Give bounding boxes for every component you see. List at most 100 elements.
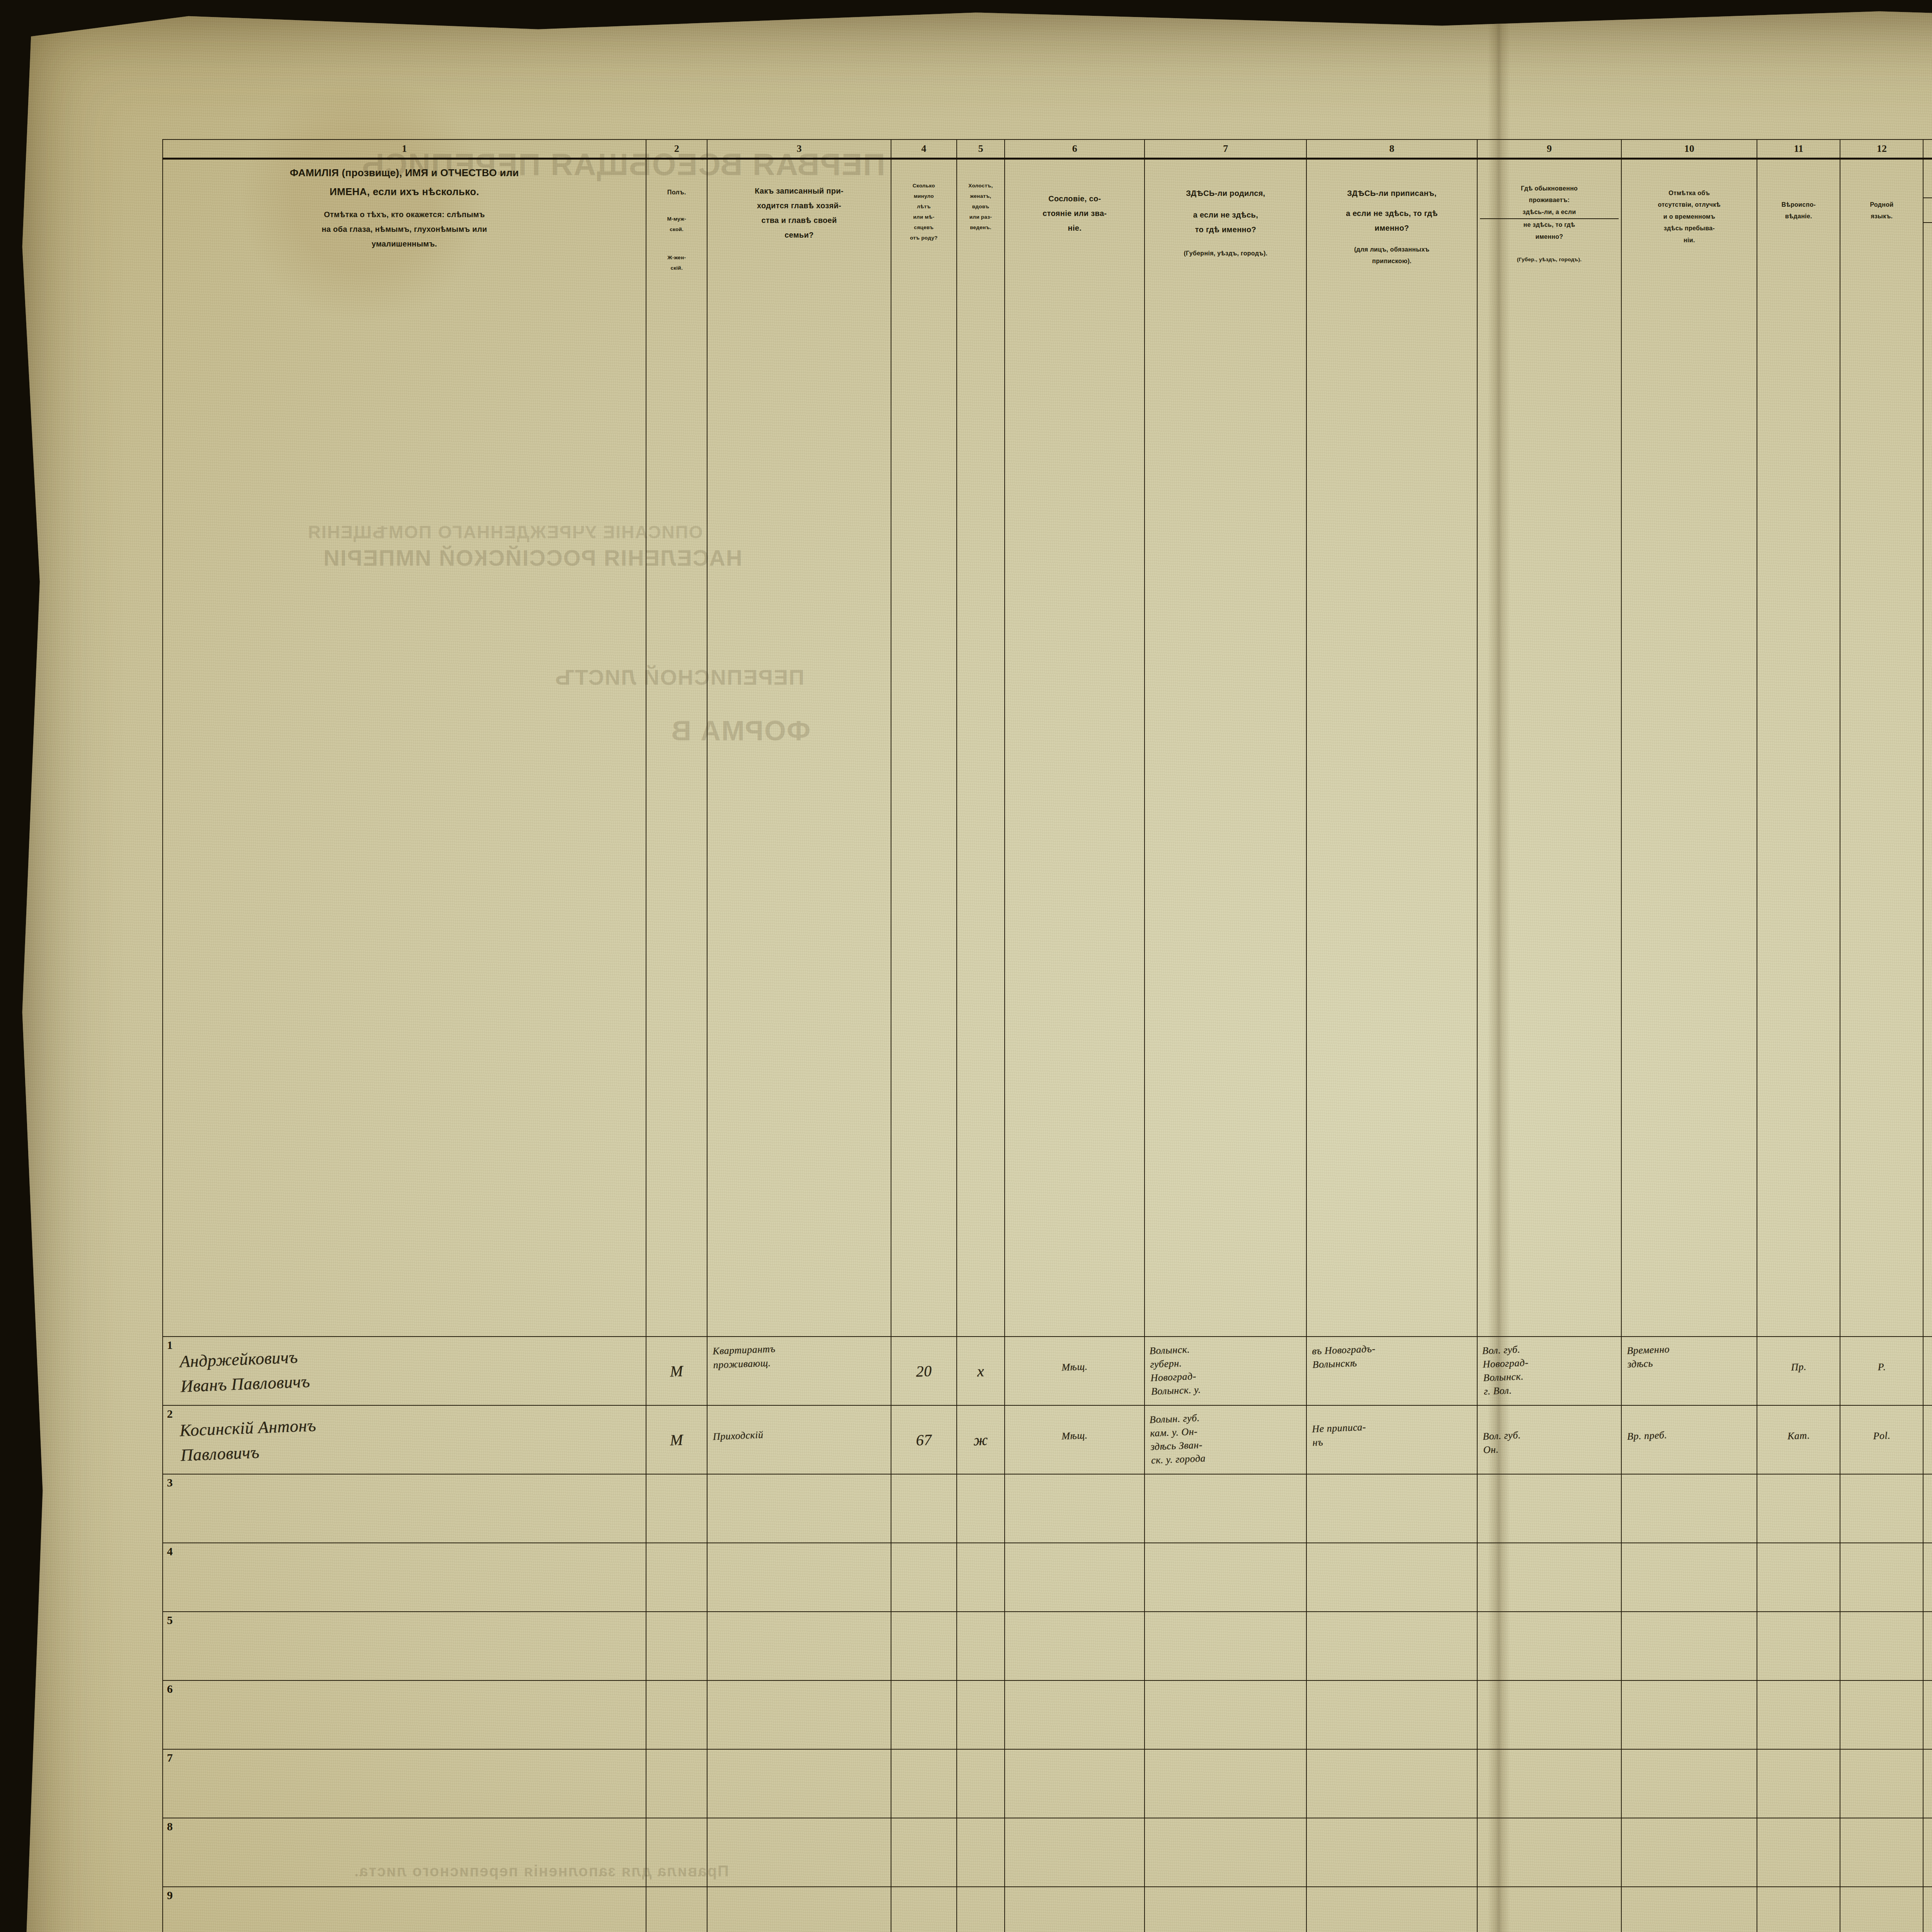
- cell-relation[interactable]: Квартирантъ проживающ.: [707, 1337, 891, 1405]
- cell-literacy-a[interactable]: [1923, 1749, 1932, 1818]
- cell-language[interactable]: [1840, 1680, 1923, 1749]
- cell-name[interactable]: 5: [163, 1612, 646, 1680]
- cell-name[interactable]: 6: [163, 1680, 646, 1749]
- cell-residence[interactable]: [1477, 1474, 1622, 1543]
- cell-registered[interactable]: [1306, 1680, 1477, 1749]
- cell-registered[interactable]: [1306, 1612, 1477, 1680]
- cell-literacy-a[interactable]: [1923, 1474, 1932, 1543]
- cell-relation[interactable]: [707, 1680, 891, 1749]
- cell-registered[interactable]: въ Новоградъ- Волынскѣ: [1306, 1337, 1477, 1405]
- cell-birthplace[interactable]: [1145, 1887, 1306, 1932]
- cell-name[interactable]: 4: [163, 1543, 646, 1612]
- cell-marital[interactable]: [957, 1887, 1005, 1932]
- cell-religion[interactable]: [1757, 1474, 1840, 1543]
- cell-estate[interactable]: Мѣщ.: [1005, 1405, 1145, 1474]
- cell-registered[interactable]: [1306, 1887, 1477, 1932]
- cell-estate[interactable]: [1005, 1818, 1145, 1887]
- cell-language[interactable]: [1840, 1818, 1923, 1887]
- cell-name[interactable]: 8: [163, 1818, 646, 1887]
- cell-age[interactable]: [891, 1612, 957, 1680]
- cell-estate[interactable]: [1005, 1749, 1145, 1818]
- cell-age[interactable]: 20: [891, 1337, 957, 1405]
- cell-birthplace[interactable]: [1145, 1818, 1306, 1887]
- cell-birthplace[interactable]: [1145, 1543, 1306, 1612]
- cell-registered[interactable]: [1306, 1474, 1477, 1543]
- cell-registered[interactable]: [1306, 1818, 1477, 1887]
- cell-registered[interactable]: [1306, 1543, 1477, 1612]
- cell-relation[interactable]: [707, 1818, 891, 1887]
- cell-sex[interactable]: М: [646, 1405, 707, 1474]
- cell-age[interactable]: [891, 1818, 957, 1887]
- cell-name[interactable]: 7: [163, 1749, 646, 1818]
- cell-language[interactable]: [1840, 1887, 1923, 1932]
- cell-birthplace[interactable]: [1145, 1474, 1306, 1543]
- cell-age[interactable]: [891, 1680, 957, 1749]
- cell-age[interactable]: [891, 1474, 957, 1543]
- cell-absence[interactable]: [1621, 1680, 1757, 1749]
- cell-residence[interactable]: [1477, 1818, 1622, 1887]
- cell-marital[interactable]: [957, 1818, 1005, 1887]
- cell-residence[interactable]: [1477, 1680, 1622, 1749]
- cell-birthplace[interactable]: [1145, 1680, 1306, 1749]
- cell-sex[interactable]: [646, 1612, 707, 1680]
- cell-estate[interactable]: [1005, 1612, 1145, 1680]
- cell-relation[interactable]: Приходскій: [707, 1405, 891, 1474]
- cell-sex[interactable]: [646, 1887, 707, 1932]
- table-row[interactable]: 6 12: [163, 1680, 1932, 1749]
- cell-literacy-a[interactable]: и: [1923, 1337, 1932, 1405]
- cell-religion[interactable]: [1757, 1887, 1840, 1932]
- table-row[interactable]: 2 Косинскій Антонъ Павловичъ М Приходскі…: [163, 1405, 1932, 1474]
- cell-absence[interactable]: [1621, 1818, 1757, 1887]
- cell-relation[interactable]: [707, 1887, 891, 1932]
- cell-absence[interactable]: [1621, 1543, 1757, 1612]
- cell-marital[interactable]: ж: [957, 1405, 1005, 1474]
- cell-residence[interactable]: [1477, 1887, 1622, 1932]
- cell-marital[interactable]: [957, 1749, 1005, 1818]
- cell-age[interactable]: 67: [891, 1405, 957, 1474]
- cell-age[interactable]: [891, 1887, 957, 1932]
- cell-residence[interactable]: [1477, 1749, 1622, 1818]
- cell-name[interactable]: 3: [163, 1474, 646, 1543]
- table-row[interactable]: 5 12: [163, 1612, 1932, 1680]
- cell-estate[interactable]: [1005, 1887, 1145, 1932]
- cell-name[interactable]: 2 Косинскій Антонъ Павловичъ: [163, 1405, 646, 1474]
- cell-language[interactable]: [1840, 1749, 1923, 1818]
- cell-residence[interactable]: [1477, 1612, 1622, 1680]
- cell-absence[interactable]: [1621, 1474, 1757, 1543]
- cell-sex[interactable]: М: [646, 1337, 707, 1405]
- cell-religion[interactable]: Пр.: [1757, 1337, 1840, 1405]
- table-row[interactable]: 7 12: [163, 1749, 1932, 1818]
- cell-name[interactable]: 1 Андржейковичъ Иванъ Павловичъ: [163, 1337, 646, 1405]
- cell-absence[interactable]: [1621, 1612, 1757, 1680]
- cell-religion[interactable]: [1757, 1543, 1840, 1612]
- cell-marital[interactable]: [957, 1543, 1005, 1612]
- cell-residence[interactable]: Вол. губ. Он.: [1477, 1405, 1622, 1474]
- cell-religion[interactable]: [1757, 1612, 1840, 1680]
- cell-marital[interactable]: х: [957, 1337, 1005, 1405]
- cell-religion[interactable]: [1757, 1749, 1840, 1818]
- cell-religion[interactable]: [1757, 1680, 1840, 1749]
- cell-sex[interactable]: [646, 1543, 707, 1612]
- cell-marital[interactable]: [957, 1680, 1005, 1749]
- cell-absence[interactable]: Временно здѣсь: [1621, 1337, 1757, 1405]
- cell-registered[interactable]: Не приписа- нъ: [1306, 1405, 1477, 1474]
- cell-religion[interactable]: [1757, 1818, 1840, 1887]
- cell-language[interactable]: [1840, 1543, 1923, 1612]
- cell-language[interactable]: [1840, 1612, 1923, 1680]
- cell-absence[interactable]: [1621, 1749, 1757, 1818]
- table-row[interactable]: 8 12: [163, 1818, 1932, 1887]
- cell-residence[interactable]: Вол. губ. Новоград- Волынск. г. Вол.: [1477, 1337, 1622, 1405]
- cell-literacy-a[interactable]: Да: [1923, 1405, 1932, 1474]
- table-row[interactable]: 4 12: [163, 1543, 1932, 1612]
- cell-relation[interactable]: [707, 1543, 891, 1612]
- cell-age[interactable]: [891, 1749, 957, 1818]
- cell-residence[interactable]: [1477, 1543, 1622, 1612]
- cell-language[interactable]: [1840, 1474, 1923, 1543]
- cell-birthplace[interactable]: Волын. губ. кам. у. Он- здѣсь Зван- ск. …: [1145, 1405, 1306, 1474]
- cell-estate[interactable]: Мѣщ.: [1005, 1337, 1145, 1405]
- cell-language[interactable]: Р.: [1840, 1337, 1923, 1405]
- cell-literacy-a[interactable]: [1923, 1887, 1932, 1932]
- cell-birthplace[interactable]: [1145, 1612, 1306, 1680]
- table-row[interactable]: 9 12: [163, 1887, 1932, 1932]
- table-row[interactable]: 1 Андржейковичъ Иванъ Павловичъ М Кварти…: [163, 1337, 1932, 1405]
